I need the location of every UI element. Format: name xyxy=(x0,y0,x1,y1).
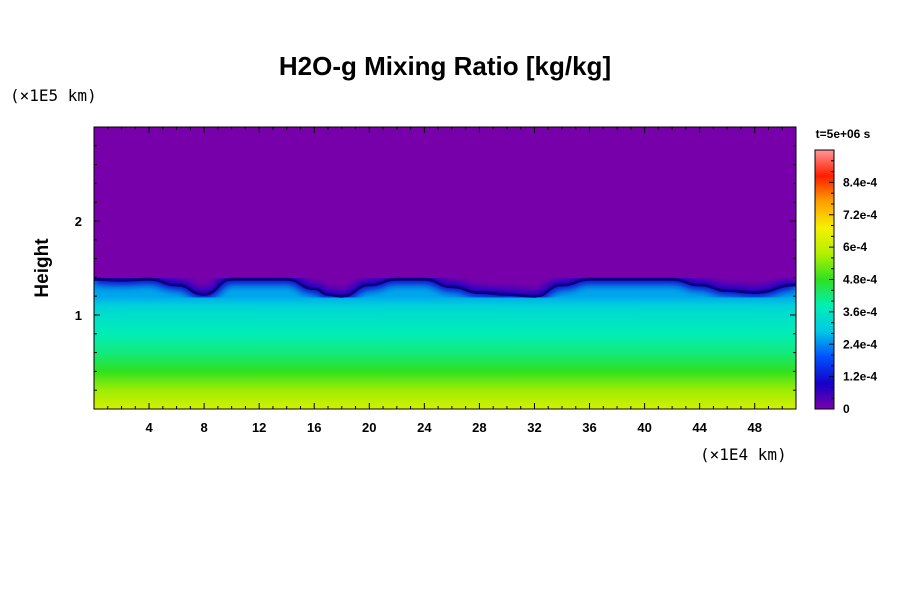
x-tick-label: 36 xyxy=(582,420,596,435)
moist-layer-edge-line xyxy=(94,277,796,298)
y-axis-label: Height xyxy=(32,238,53,298)
colorbar-tick-label: 6e-4 xyxy=(843,240,867,254)
x-tick-label: 44 xyxy=(692,420,707,435)
x-tick-label: 48 xyxy=(747,420,761,435)
x-axis-unit: (×1E4 km) xyxy=(700,445,787,464)
colorbar-tick-label: 7.2e-4 xyxy=(843,208,877,222)
x-tick-label: 20 xyxy=(362,420,376,435)
x-tick-label: 12 xyxy=(252,420,266,435)
y-tick-label: 1 xyxy=(75,308,82,323)
colorbar-tick-label: 4.8e-4 xyxy=(843,273,877,287)
chart-title: H2O-g Mixing Ratio [kg/kg] xyxy=(279,51,611,81)
x-tick-label: 40 xyxy=(637,420,651,435)
y-axis-unit: (×1E5 km) xyxy=(10,86,97,105)
x-tick-label: 32 xyxy=(527,420,541,435)
colorbar-tick-label: 1.2e-4 xyxy=(843,370,877,384)
x-tick-label: 4 xyxy=(145,420,153,435)
plot-area: 4 8 12 16 20 24 28 32 36 40 44 48 12 xyxy=(75,126,797,435)
y-tick-label: 2 xyxy=(75,214,82,229)
x-tick-label: 16 xyxy=(307,420,321,435)
colorbar-tick-label: 0 xyxy=(843,402,850,416)
x-tick-label: 8 xyxy=(201,420,208,435)
x-tick-label: 28 xyxy=(472,420,486,435)
colorbar-ticks: 0 1.2e-4 2.4e-4 3.6e-4 4.8e-4 6e-4 7.2e-4 8.4e-… xyxy=(829,160,877,416)
plot-frame xyxy=(93,126,797,410)
x-axis: 4 8 12 16 20 24 28 32 36 40 44 48 xyxy=(107,127,783,435)
colorbar-tick-label: 3.6e-4 xyxy=(843,305,877,319)
time-label: t=5e+06 s xyxy=(816,127,871,141)
colorbar-tick-label: 2.4e-4 xyxy=(843,337,877,351)
y-axis: 12 xyxy=(75,145,796,391)
moist-layer xyxy=(94,279,796,409)
colorbar-tick-label: 8.4e-4 xyxy=(843,175,877,189)
x-tick-label: 24 xyxy=(417,420,432,435)
colorbar: 0 1.2e-4 2.4e-4 3.6e-4 4.8e-4 6e-4 7.2e-4 8.4e-… xyxy=(814,149,877,416)
